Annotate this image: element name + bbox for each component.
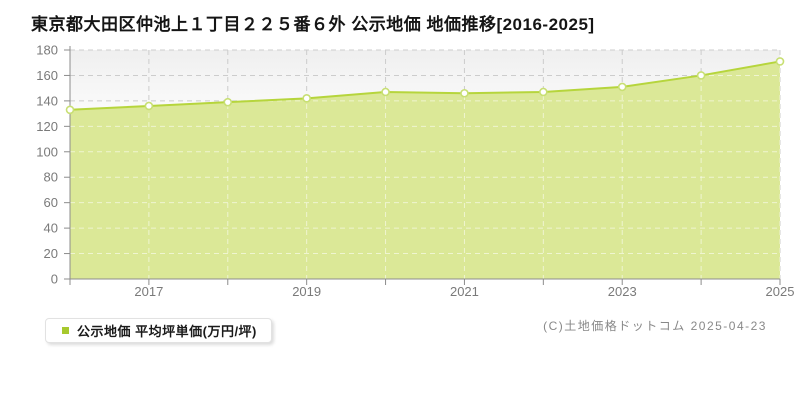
data-point-2024 [696, 71, 706, 80]
x-axis-label: 2023 [608, 284, 637, 299]
data-point-2016 [65, 105, 75, 115]
y-axis-label: 100 [36, 144, 58, 159]
y-axis-label: 180 [36, 43, 58, 58]
y-axis-label: 140 [36, 93, 58, 108]
data-point-2023 [617, 82, 627, 92]
data-point-2020 [381, 87, 390, 97]
data-point-2018 [223, 97, 233, 107]
chart-title: 東京都大田区仲池上１丁目２２５番６外 公示地価 地価推移[2016-2025] [31, 15, 595, 34]
y-axis-label: 20 [44, 246, 58, 261]
data-point-2019 [302, 94, 311, 103]
legend-swatch-icon [62, 327, 69, 334]
y-axis-label: 40 [44, 221, 58, 236]
x-axis-label: 2025 [766, 284, 795, 299]
y-axis-labels: 0 20 40 60 80 100 120 140 160 180 [36, 43, 58, 287]
data-point-2021 [460, 88, 469, 98]
copyright-text: (C)土地価格ドットコム 2025-04-23 [543, 319, 767, 333]
x-axis-label: 2021 [450, 284, 479, 299]
y-axis-label: 120 [36, 119, 58, 134]
x-axis-label: 2019 [292, 284, 321, 299]
y-axis-label: 0 [51, 272, 58, 287]
legend-label: 公示地価 平均坪単価(万円/坪) [77, 324, 257, 339]
y-axis-label: 160 [36, 68, 58, 83]
legend: 公示地価 平均坪単価(万円/坪) [45, 318, 272, 343]
y-axis-label: 60 [44, 195, 58, 210]
x-axis-label: 2017 [134, 284, 163, 299]
data-point-2017 [144, 101, 154, 111]
price-line [69, 60, 781, 111]
data-point-2025 [775, 57, 785, 66]
area-series [70, 61, 780, 280]
data-point-2022 [539, 87, 548, 97]
axes [64, 46, 781, 285]
x-axis-labels: 2017 2019 2021 2023 2025 [134, 284, 794, 299]
y-axis-label: 80 [44, 170, 58, 185]
